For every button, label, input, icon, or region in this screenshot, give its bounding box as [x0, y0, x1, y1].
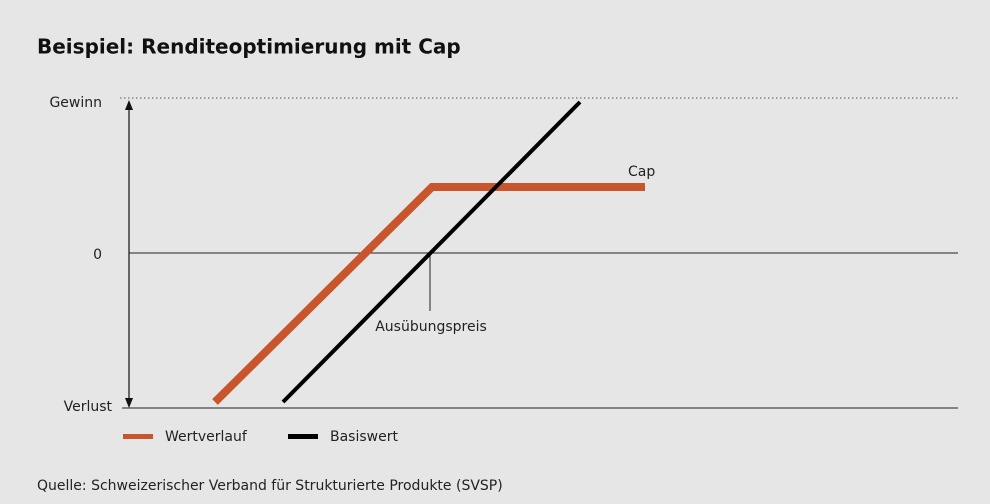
payoff-line: [212, 183, 645, 405]
arrow-up: [125, 100, 133, 110]
title: Beispiel: Renditeoptimierung mit Cap: [37, 35, 461, 59]
axis-label: Verlust: [64, 399, 113, 415]
legend-label: Basiswert: [330, 429, 398, 445]
axis-label: Gewinn: [49, 95, 102, 111]
payoff-lines: [212, 100, 645, 405]
legend-swatch: [288, 434, 318, 439]
axis-label: 0: [93, 247, 102, 263]
legend-label: Wertverlauf: [165, 429, 248, 445]
payoff-line: [281, 100, 582, 404]
legend-swatch: [123, 434, 153, 439]
source: Quelle: Schweizerischer Verband für Stru…: [37, 478, 503, 494]
arrow-down: [125, 398, 133, 408]
annotation: Cap: [628, 164, 655, 180]
legend: Wertverlauf Basiswert: [123, 429, 398, 445]
annotation: Ausübungspreis: [375, 319, 487, 335]
